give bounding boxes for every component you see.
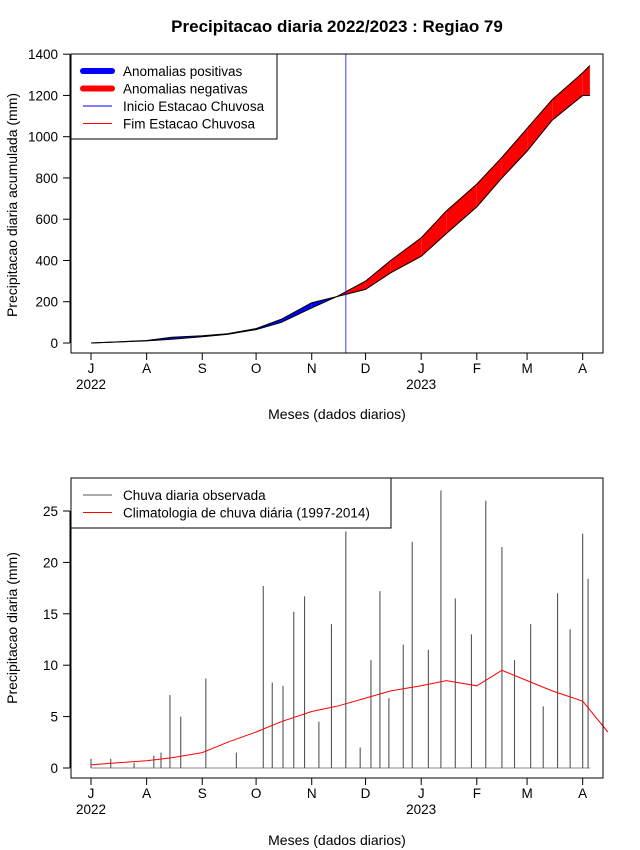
bottom-x-tick-label: D [361,786,371,801]
bottom-y-tick-label: 20 [43,555,58,570]
cumulative-precipitation-chart: Precipitacao diaria 2022/2023 : Regiao 7… [4,17,604,422]
top-x-tick-label: A [142,361,151,376]
bottom-x-tick-label: M [521,786,532,801]
bottom-legend: Chuva diaria observada Climatologia de ch… [70,477,392,529]
bottom-x-year-label: 2022 [76,802,106,817]
anomaly-segment [390,237,422,273]
bottom-x-tick-label: J [418,786,425,801]
anomaly-segment [582,65,590,96]
bottom-y-tick-label: 15 [43,607,58,622]
bottom-x-tick-label: A [578,786,587,801]
top-x-tick-label: A [578,361,587,376]
chart-title: Precipitacao diaria 2022/2023 : Regiao 7… [171,17,503,36]
bottom-x-tick-label: J [88,786,95,801]
bottom-legend-entry: Chuva diaria observada [123,488,266,503]
top-y-axis-label: Precipitacao diaria acumulada (mm) [4,93,20,317]
top-plot-area [90,54,591,353]
top-x-tick-label: J [88,361,95,376]
bottom-plot-area [90,490,609,769]
bottom-x-axis: J A S O N D J F M A 2022 2023 [76,777,587,817]
top-y-tick-label: 0 [50,336,58,351]
top-x-axis-label: Meses (dados diarios) [268,406,406,422]
observed-cumulative-line [90,94,590,344]
bottom-x-tick-label: N [307,786,317,801]
anomaly-segment [527,99,553,152]
anomaly-segment [476,157,502,207]
top-y-axis: 0 200 400 600 800 1000 1200 1400 [28,47,71,351]
top-legend-entry: Anomalias negativas [123,82,248,97]
anomaly-segment [446,184,477,234]
daily-precipitation-chart: 0 5 10 15 20 25 J A S O N D J F M A 2022 2023 Meses (dad… [4,477,609,848]
top-y-tick-label: 200 [35,295,58,310]
top-x-year-label: 2023 [406,377,436,392]
top-x-tick-label: F [473,361,481,376]
climatology-cumulative-line [90,65,591,344]
bottom-x-axis-label: Meses (dados diarios) [268,832,406,848]
top-x-tick-label: D [361,361,371,376]
top-legend-entry: Inicio Estacao Chuvosa [123,99,265,114]
top-x-tick-label: M [521,361,532,376]
top-x-tick-label: O [251,361,262,376]
top-x-tick-label: S [198,361,207,376]
top-y-tick-label: 1400 [28,47,58,62]
top-legend: Anomalias positivas Anomalias negativas In… [70,53,278,140]
bottom-y-tick-label: 5 [50,710,58,725]
top-y-tick-label: 600 [35,212,58,227]
top-y-tick-label: 1000 [28,130,58,145]
anomaly-segment [552,72,583,121]
top-x-tick-label: J [418,361,425,376]
bottom-x-tick-label: S [198,786,207,801]
top-legend-entry: Anomalias positivas [123,64,243,79]
bottom-x-tick-label: O [251,786,262,801]
bottom-y-tick-label: 10 [43,658,58,673]
bottom-x-tick-label: A [142,786,151,801]
bottom-y-axis: 0 5 10 15 20 25 [43,504,71,776]
bottom-legend-box [70,477,392,529]
top-y-tick-label: 800 [35,171,58,186]
bottom-x-year-label: 2023 [406,802,436,817]
bottom-legend-entry: Climatologia de chuva diária (1997-2014) [123,506,370,521]
bottom-x-tick-label: F [473,786,481,801]
top-x-year-label: 2022 [76,377,106,392]
top-x-axis: J A S O N D J F M A 2022 2023 [76,352,587,392]
anomaly-segment [421,211,447,257]
anomaly-segment [501,128,528,178]
top-y-tick-label: 400 [35,253,58,268]
bottom-y-tick-label: 25 [43,504,58,519]
anomaly-segment [365,260,391,290]
bottom-y-tick-label: 0 [50,761,58,776]
anomaly-segment [281,302,312,323]
top-x-tick-label: N [307,361,317,376]
bottom-y-axis-label: Precipitacao diaria (mm) [4,552,20,704]
top-legend-entry: Fim Estacao Chuvosa [123,117,256,132]
climatology-daily-line [90,669,609,766]
top-y-tick-label: 1200 [28,88,58,103]
